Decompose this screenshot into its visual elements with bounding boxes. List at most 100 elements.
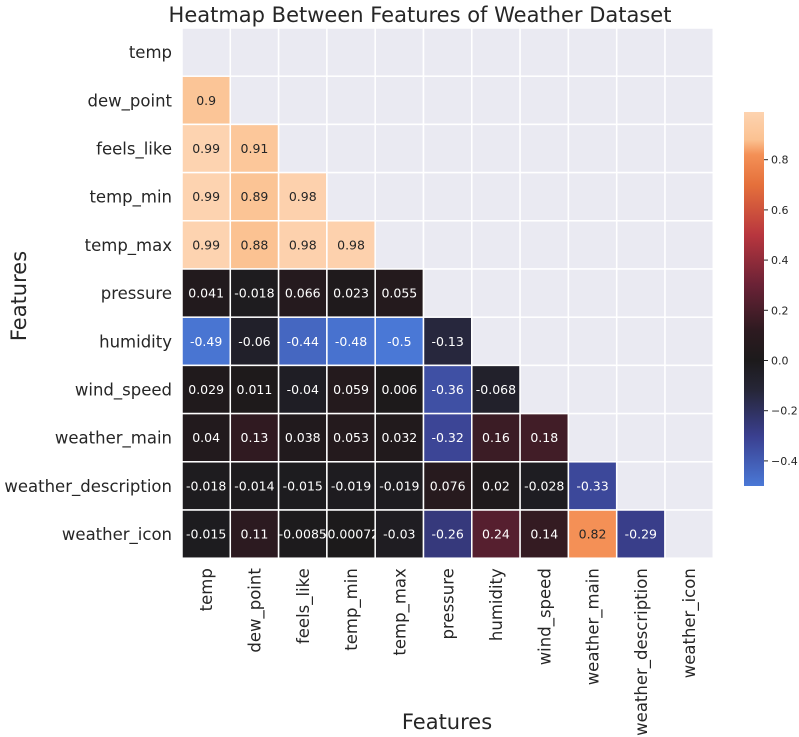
y-axis-label: Features — [7, 251, 31, 341]
cell-value-label: -0.48 — [335, 334, 367, 349]
cell-value-label: 0.9 — [196, 93, 216, 108]
heatmap-cell-masked — [422, 75, 473, 126]
heatmap-cell-masked — [374, 171, 425, 222]
cell-value-label: 0.98 — [337, 237, 365, 252]
heatmap-cell-masked — [664, 27, 715, 77]
heatmap-cell-masked — [374, 123, 425, 174]
heatmap-cell — [277, 509, 328, 559]
cell-value-label: -0.33 — [576, 478, 608, 493]
heatmap-cell — [374, 316, 425, 367]
heatmap-cell-masked — [374, 220, 425, 270]
heatmap-cell-masked — [519, 364, 570, 415]
y-tick-label: humidity — [99, 332, 172, 351]
x-tick-label: temp — [197, 568, 216, 611]
heatmap-cell — [229, 364, 280, 415]
x-tick-label: weather_main — [584, 568, 604, 685]
y-tick-label: feels_like — [96, 140, 172, 160]
cell-value-label: -0.068 — [476, 382, 516, 397]
cell-value-label: 0.029 — [188, 382, 224, 397]
cell-value-label: 0.89 — [241, 189, 269, 204]
cell-value-label: -0.019 — [331, 478, 371, 493]
heatmap-cell-masked — [422, 123, 473, 174]
y-tick-label: dew_point — [88, 91, 173, 111]
heatmap-cell-masked — [567, 171, 618, 222]
heatmap-cell-masked — [229, 75, 280, 126]
heatmap-cell — [229, 268, 280, 318]
cell-value-label: 0.91 — [241, 141, 269, 156]
heatmap-cell-masked — [615, 316, 666, 367]
heatmap-cell-masked — [519, 316, 570, 367]
cell-value-label: 0.98 — [289, 189, 317, 204]
cell-value-label: -0.028 — [524, 478, 564, 493]
cell-value-label: 0.14 — [530, 527, 558, 542]
heatmap-cell-masked — [277, 27, 328, 77]
cell-value-label: 0.059 — [333, 382, 369, 397]
colorbar-ticks: −0.4 −0.2 0.0 0.2 0.4 0.6 0.8 — [764, 154, 798, 468]
y-tick-label: weather_main — [55, 429, 172, 449]
x-tick-label: humidity — [487, 568, 506, 641]
heatmap-cell-masked — [471, 27, 521, 77]
cell-value-label: -0.03 — [383, 527, 415, 542]
cell-value-label: -0.0085 — [279, 527, 327, 542]
colorbar: −0.4 −0.2 0.0 0.2 0.4 0.6 0.8 — [744, 112, 798, 486]
heatmap-cell — [422, 509, 473, 559]
heatmap-cell — [326, 220, 376, 270]
cell-value-label: -0.5 — [387, 334, 411, 349]
heatmap-cell — [277, 412, 328, 463]
heatmap-cell-masked — [615, 461, 666, 511]
heatmap-cell — [422, 316, 473, 367]
heatmap-cell — [181, 364, 232, 415]
cell-value-label: -0.018 — [186, 478, 226, 493]
colorbar-tick-label: 0.4 — [771, 254, 789, 267]
y-tick-label: weather_description — [4, 477, 172, 497]
heatmap-cell-masked — [422, 268, 473, 318]
heatmap-cell-masked — [664, 364, 715, 415]
heatmap-cell-masked — [181, 27, 232, 77]
heatmap-cells: 0.9 0.99 0.91 0.99 0.89 0.98 0.99 0.88 0.98 0.98 0… — [181, 27, 715, 559]
x-tick-labels: temp dew_point feels_like temp_min temp_max p… — [197, 568, 700, 736]
heatmap-cell — [326, 268, 376, 318]
heatmap-cell — [374, 509, 425, 559]
heatmap-cell-masked — [422, 220, 473, 270]
colorbar-tick-label: 0.8 — [771, 154, 789, 167]
heatmap-cell — [181, 75, 232, 126]
cell-value-label: 0.02 — [482, 478, 510, 493]
cell-value-label: -0.26 — [431, 527, 463, 542]
colorbar-tick-label: −0.4 — [771, 455, 798, 468]
heatmap-cell — [567, 509, 618, 559]
heatmap-cell-masked — [615, 220, 666, 270]
heatmap-cell-masked — [664, 316, 715, 367]
heatmap-cell-masked — [664, 75, 715, 126]
cell-value-label: 0.011 — [237, 382, 273, 397]
colorbar-tick-label: 0.2 — [771, 304, 789, 317]
heatmap-cell-masked — [471, 268, 521, 318]
heatmap-cell — [519, 412, 570, 463]
cell-value-label: -0.44 — [287, 334, 319, 349]
heatmap-cell — [229, 316, 280, 367]
y-tick-label: pressure — [101, 284, 172, 303]
y-tick-labels: temp dew_point feels_like temp_min temp_maxp… — [4, 43, 172, 545]
cell-value-label: 0.88 — [241, 237, 269, 252]
heatmap-cell-masked — [374, 75, 425, 126]
heatmap-cell-masked — [615, 27, 666, 77]
cell-value-label: 0.82 — [579, 527, 607, 542]
cell-value-label: 0.032 — [381, 430, 417, 445]
heatmap-cell-masked — [471, 316, 521, 367]
cell-value-label: -0.015 — [186, 527, 226, 542]
heatmap-cell-masked — [664, 509, 715, 559]
heatmap-cell-masked — [277, 75, 328, 126]
heatmap-cell — [229, 220, 280, 270]
heatmap-cell-masked — [422, 171, 473, 222]
x-tick-label: feels_like — [294, 568, 314, 644]
heatmap-cell-masked — [326, 27, 376, 77]
heatmap-cell — [519, 509, 570, 559]
cell-value-label: 0.006 — [381, 382, 417, 397]
x-tick-label: temp_min — [342, 568, 362, 651]
heatmap-cell — [567, 461, 618, 511]
heatmap-cell-masked — [567, 364, 618, 415]
cell-value-label: -0.29 — [625, 527, 657, 542]
heatmap-cell-masked — [567, 75, 618, 126]
cell-value-label: -0.04 — [287, 382, 319, 397]
cell-value-label: 0.076 — [430, 478, 466, 493]
